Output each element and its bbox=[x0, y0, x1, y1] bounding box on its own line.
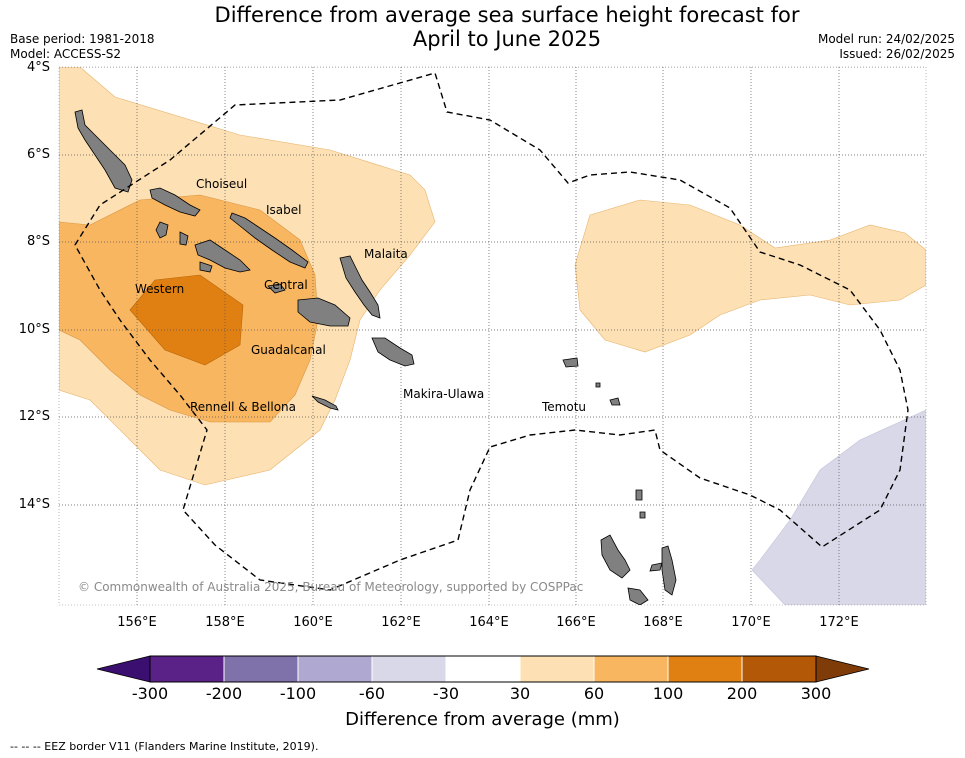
island-rendova bbox=[199, 261, 213, 273]
lon-label-156e: 156°E bbox=[117, 615, 157, 630]
colorbar bbox=[96, 655, 870, 683]
region-label-temotu: Temotu bbox=[542, 400, 587, 414]
issued-label: Issued: 26/02/2025 bbox=[839, 47, 955, 61]
lat-label-12s: 12°S bbox=[18, 409, 50, 424]
eez-border bbox=[74, 72, 909, 591]
island-vella bbox=[155, 221, 169, 239]
island-vanuatu-north bbox=[600, 534, 631, 579]
colorbar-tick: -200 bbox=[205, 684, 243, 703]
copyright-notice: © Commonwealth of Australia 2025, Bureau… bbox=[78, 580, 584, 594]
region-label-guadalcanal: Guadalcanal bbox=[251, 343, 326, 357]
colorbar-segment-5 bbox=[445, 655, 521, 683]
map-title-line2: April to June 2025 bbox=[412, 27, 602, 51]
island-new-georgia bbox=[194, 239, 251, 273]
island-small-1 bbox=[635, 489, 643, 501]
region-label-central: Central bbox=[264, 278, 308, 292]
region-label-western: Western bbox=[135, 282, 185, 296]
colorbar-over-triangle bbox=[815, 655, 870, 683]
lon-label-162e: 162°E bbox=[381, 615, 421, 630]
island-guadalcanal bbox=[297, 297, 351, 327]
islands bbox=[74, 109, 677, 605]
lon-label-164e: 164°E bbox=[469, 615, 509, 630]
colorbar-tick: 60 bbox=[583, 684, 605, 703]
colorbar-tick: -300 bbox=[131, 684, 169, 703]
colorbar-segment-6 bbox=[519, 655, 595, 683]
island-nggela bbox=[267, 283, 286, 294]
anomaly-100-200 bbox=[129, 274, 244, 366]
island-vanuatu-espiritu bbox=[627, 587, 649, 605]
region-label-choiseul: Choiseul bbox=[196, 177, 248, 191]
lon-label-166e: 166°E bbox=[556, 615, 596, 630]
colorbar-segment-1 bbox=[149, 655, 225, 683]
colorbar-segment-4 bbox=[371, 655, 447, 683]
island-choiseul bbox=[149, 187, 201, 217]
island-santa-cruz bbox=[562, 357, 579, 368]
colorbar-tick: 100 bbox=[652, 684, 684, 703]
model-run-label: Model run: 24/02/2025 bbox=[817, 32, 955, 46]
colorbar-tick: 30 bbox=[509, 684, 531, 703]
lon-label-172e: 172°E bbox=[819, 615, 859, 630]
colorbar-tick: 200 bbox=[726, 684, 758, 703]
colorbar-segment-9 bbox=[741, 655, 817, 683]
region-label-makira-ulawa: Makira-Ulawa bbox=[403, 387, 485, 401]
island-small-2 bbox=[639, 511, 646, 519]
colorbar-under-triangle bbox=[96, 655, 151, 683]
meta-left: Base period: 1981-2018 Model: ACCESS-S2 bbox=[10, 32, 155, 62]
lon-label-160e: 160°E bbox=[293, 615, 333, 630]
colorbar-segment-7 bbox=[593, 655, 669, 683]
meta-right: Model run: 24/02/2025 Issued: 26/02/2025 bbox=[818, 32, 955, 62]
colorbar-segment-2 bbox=[223, 655, 299, 683]
lon-label-158e: 158°E bbox=[205, 615, 245, 630]
island-vanikoro bbox=[609, 397, 621, 406]
base-period-label: Base period: 1981-2018 bbox=[10, 32, 155, 46]
colorbar-segment-3 bbox=[297, 655, 373, 683]
region-label-rennell-bellona: Rennell & Bellona bbox=[190, 400, 297, 414]
colorbar-title: Difference from average (mm) bbox=[345, 709, 620, 730]
region-label-malaita: Malaita bbox=[364, 247, 408, 261]
island-rennell bbox=[311, 395, 339, 411]
island-kolombangara bbox=[179, 231, 189, 246]
lat-label-14s: 14°S bbox=[18, 497, 50, 512]
island-malaita bbox=[339, 255, 381, 319]
colorbar-segment-8 bbox=[667, 655, 743, 683]
island-isabel bbox=[229, 212, 309, 269]
colorbar-tick: -60 bbox=[358, 684, 386, 703]
map-title-line1: Difference from average sea surface heig… bbox=[214, 3, 800, 27]
eez-legend-note: -- -- -- EEZ border V11 (Flanders Marine… bbox=[10, 740, 319, 753]
colorbar-tick: -30 bbox=[432, 684, 460, 703]
colorbar-tick: -100 bbox=[279, 684, 317, 703]
lat-label-8s: 8°S bbox=[26, 234, 50, 249]
lat-label-10s: 10°S bbox=[18, 322, 50, 337]
island-vanuatu-pentecost bbox=[649, 562, 663, 572]
lon-label-168e: 168°E bbox=[643, 615, 683, 630]
model-label: Model: ACCESS-S2 bbox=[10, 47, 122, 61]
anomaly-30-60-east bbox=[574, 199, 926, 353]
region-label-isabel: Isabel bbox=[266, 203, 302, 217]
island-tikopia bbox=[595, 382, 601, 388]
island-makira bbox=[371, 337, 415, 367]
island-vanuatu-malakula bbox=[661, 545, 677, 596]
lat-label-4s: 4°S bbox=[26, 60, 50, 75]
anomaly-neg30-neg60 bbox=[751, 409, 926, 605]
lat-label-6s: 6°S bbox=[26, 147, 50, 162]
lon-label-170e: 170°E bbox=[731, 615, 771, 630]
colorbar-tick: 300 bbox=[800, 684, 832, 703]
